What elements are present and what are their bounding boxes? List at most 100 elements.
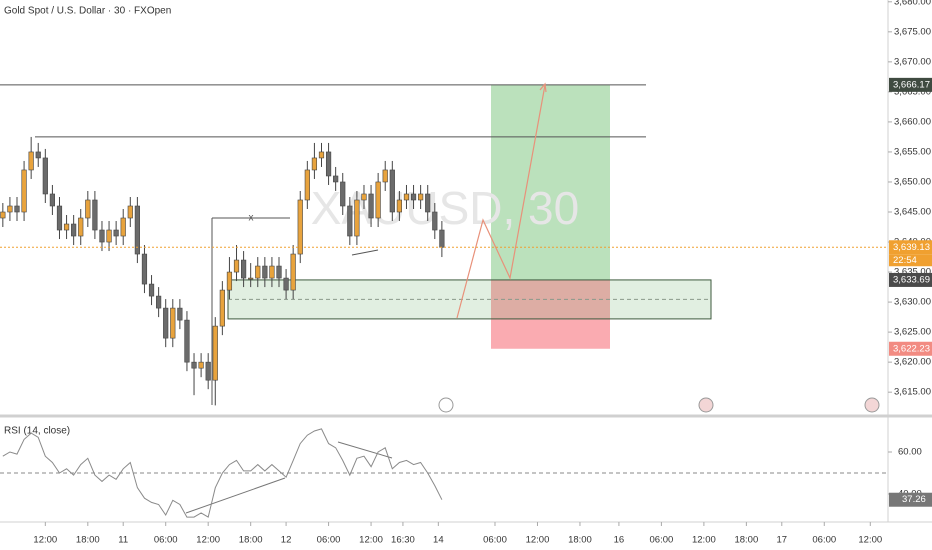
candle-body [14, 205, 20, 213]
y-tick-label: 3,645.00 [894, 207, 931, 218]
candle-body [347, 205, 353, 237]
x-tick-label: 18:00 [239, 535, 263, 546]
candle-body [92, 199, 98, 231]
candle-body [340, 181, 346, 207]
candle-body [290, 253, 296, 291]
event-icon[interactable] [698, 397, 714, 413]
candle-body [191, 361, 197, 369]
candle-body [269, 265, 275, 279]
candle-body [49, 193, 56, 207]
candle-body [170, 307, 176, 339]
candle-body [375, 181, 381, 219]
y-tick-label: 3,660.00 [894, 116, 931, 127]
trend-line [351, 249, 379, 256]
x-tick-label: 12 [281, 535, 292, 546]
x-tick-label: 12:00 [526, 535, 550, 546]
x-tick-label: 11 [118, 535, 128, 546]
x-tick-label: 16 [614, 535, 625, 546]
countdown-bg [889, 254, 932, 267]
event-icon[interactable] [438, 397, 454, 413]
y-tick-label: 3,680.00 [894, 0, 931, 7]
rsi-title: RSI (14, close) [4, 426, 70, 437]
rsi-value-label: 37.26 [902, 494, 926, 505]
rsi-value-bg [889, 492, 932, 507]
candle-body [85, 199, 91, 219]
x-tick-label: 12:00 [858, 535, 882, 546]
candle-body [432, 211, 438, 231]
candle-body [163, 307, 169, 339]
y-tick-label: 3,630.00 [894, 297, 931, 308]
candle-body [71, 223, 77, 237]
candle-body [21, 169, 27, 213]
price-label: 3,639.13 [893, 242, 930, 253]
candle-body [127, 205, 133, 219]
candle-body [99, 229, 105, 243]
candle-body [283, 277, 289, 291]
x-tick-label: 06:00 [317, 535, 341, 546]
x-tick-label: 18:00 [568, 535, 592, 546]
y-tick-label: 3,620.00 [894, 357, 931, 368]
candle-body [389, 169, 395, 213]
x-tick-label: 18:00 [734, 535, 758, 546]
candle-body [0, 211, 6, 219]
candle-body [7, 205, 13, 213]
candle-body [276, 265, 282, 279]
countdown: 22:54 [893, 255, 917, 266]
candle-body [325, 151, 332, 177]
candle-body [311, 157, 318, 171]
candle-body [78, 217, 84, 237]
rsi-tick-label: 60.00 [898, 447, 922, 458]
candle-body [410, 193, 417, 201]
candle-body [156, 295, 162, 309]
candle-body [35, 151, 41, 159]
candle-body [177, 307, 183, 321]
candle-body [106, 229, 112, 243]
candle-body [134, 205, 140, 255]
x-tick-label: 16:30 [391, 535, 415, 546]
y-tick-label: 3,625.00 [894, 327, 931, 338]
y-tick-label: 3,635.00 [894, 267, 931, 278]
candle-body [318, 151, 325, 159]
x-tick-label: 12:00 [359, 535, 383, 546]
candle-body [439, 229, 445, 248]
projection-path [456, 84, 546, 319]
x-tick-label: 12:00 [692, 535, 716, 546]
y-tick-label: 3,675.00 [894, 26, 931, 37]
candle-body [42, 157, 48, 195]
x-tick-label: 06:00 [812, 535, 836, 546]
y-tick-label: 3,670.00 [894, 56, 931, 67]
event-icon[interactable] [864, 397, 880, 413]
candle-body [333, 175, 339, 183]
candle-body [248, 277, 254, 280]
candle-body [205, 361, 211, 381]
candle-body [396, 199, 402, 213]
price-label: 3,622.23 [893, 343, 930, 354]
candle-body [148, 283, 155, 297]
x-tick-label: 12:00 [33, 535, 57, 546]
rsi-trend-line [337, 441, 393, 459]
candle-body [184, 319, 190, 363]
candle-body [28, 151, 34, 171]
x-tick-label: 12:00 [196, 535, 220, 546]
y-tick-label: 3,655.00 [894, 146, 931, 157]
candle-body [56, 205, 63, 231]
x-tick-label: 14 [433, 535, 444, 546]
chart-title: Gold Spot / U.S. Dollar · 30 · FXOpen [4, 6, 171, 17]
candle-body [368, 193, 374, 219]
candle-body [240, 259, 247, 279]
price-label-bg [889, 341, 932, 356]
candle-body [141, 253, 148, 285]
target-zone [491, 84, 610, 280]
candle-body [418, 193, 424, 201]
price-label-bg [889, 272, 932, 287]
price-label: 3,666.17 [893, 79, 930, 90]
rsi-line [2, 428, 443, 518]
candle-body [113, 229, 119, 237]
candle-body [425, 193, 431, 213]
price-label-bg [889, 240, 932, 255]
candle-body [262, 265, 268, 279]
rsi-trend-line [185, 477, 286, 514]
arrow-head [539, 82, 547, 93]
candle-body [403, 193, 410, 201]
